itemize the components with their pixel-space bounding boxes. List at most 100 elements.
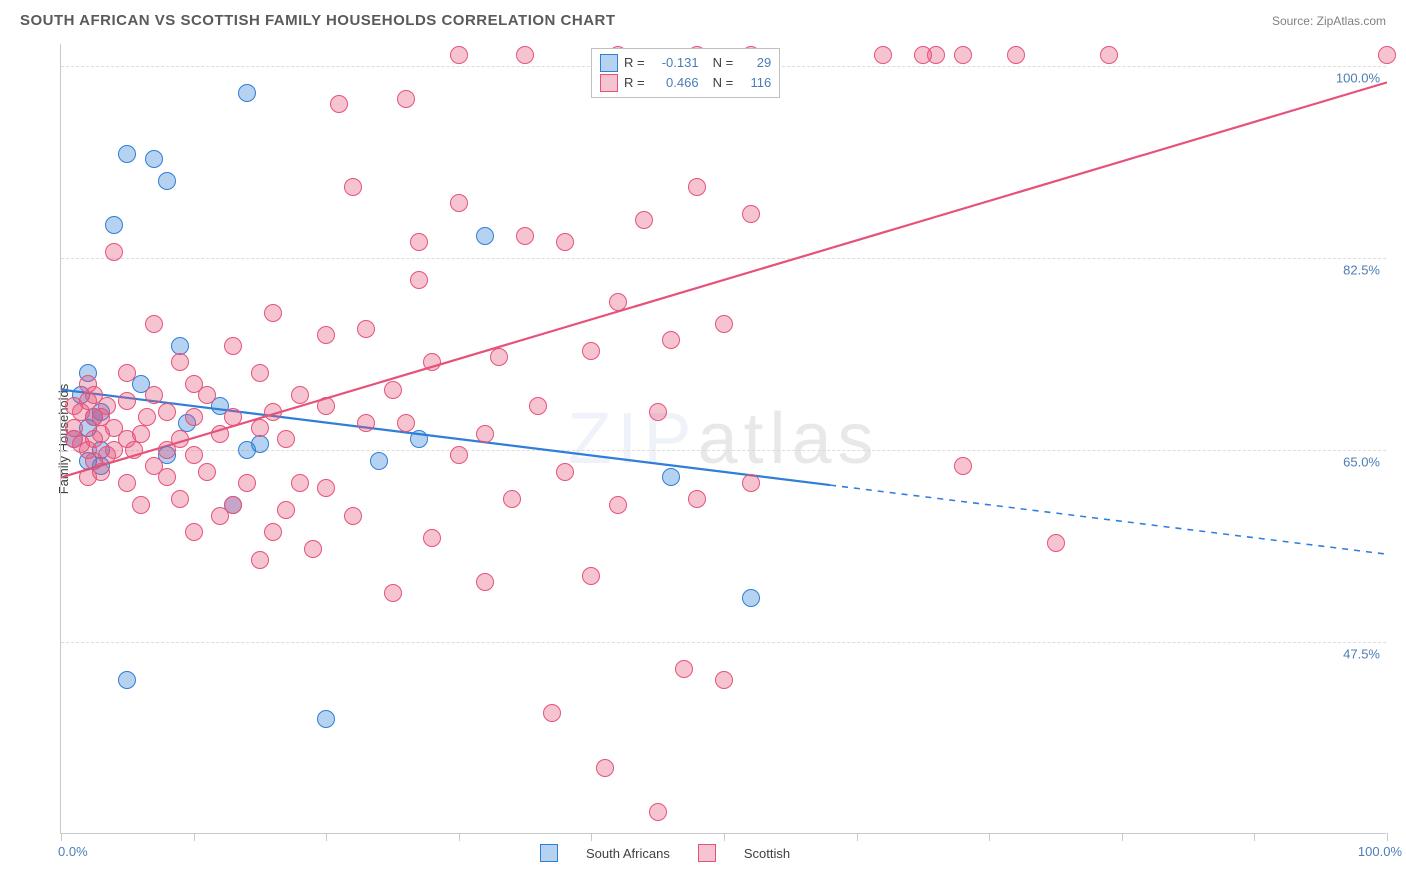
data-point-scottish: [543, 704, 561, 722]
stat-label-n: N =: [713, 53, 734, 73]
legend-swatch-scottish: [698, 844, 716, 862]
data-point-scottish: [596, 759, 614, 777]
data-point-scottish: [138, 408, 156, 426]
stat-label-r: R =: [624, 73, 645, 93]
x-axis-tick: [1254, 833, 1255, 841]
data-point-scottish: [1047, 534, 1065, 552]
data-point-scottish: [158, 468, 176, 486]
data-point-scottish: [675, 660, 693, 678]
data-point-scottish: [264, 304, 282, 322]
data-point-scottish: [185, 446, 203, 464]
x-axis-tick: [591, 833, 592, 841]
data-point-scottish: [238, 474, 256, 492]
data-point-scottish: [503, 490, 521, 508]
data-point-scottish: [423, 529, 441, 547]
data-point-scottish: [344, 178, 362, 196]
data-point-scottish: [1007, 46, 1025, 64]
data-point-scottish: [874, 46, 892, 64]
data-point-scottish: [317, 326, 335, 344]
data-point-scottish: [158, 403, 176, 421]
stats-legend: R = -0.131 N =29R =0.466N =116: [591, 48, 780, 98]
data-point-scottish: [649, 403, 667, 421]
data-point-south_africans: [118, 145, 136, 163]
data-point-scottish: [118, 392, 136, 410]
data-point-south_africans: [238, 84, 256, 102]
data-point-scottish: [224, 496, 242, 514]
data-point-scottish: [145, 386, 163, 404]
data-point-scottish: [291, 386, 309, 404]
x-axis-tick: [989, 833, 990, 841]
data-point-scottish: [224, 408, 242, 426]
data-point-scottish: [742, 205, 760, 223]
source-prefix: Source:: [1272, 14, 1317, 28]
plot-area: ZIPatlas 47.5%65.0%82.5%100.0%R =-0.131N…: [60, 44, 1386, 834]
x-axis-tick: [1122, 833, 1123, 841]
x-axis-tick-label-max: 100.0%: [1358, 844, 1402, 859]
data-point-scottish: [556, 463, 574, 481]
source-attribution: Source: ZipAtlas.com: [1272, 14, 1386, 28]
data-point-scottish: [715, 671, 733, 689]
data-point-scottish: [476, 425, 494, 443]
series-legend: South Africans Scottish: [540, 844, 790, 862]
data-point-scottish: [582, 342, 600, 360]
data-point-scottish: [264, 523, 282, 541]
legend-label-south-africans: South Africans: [586, 846, 670, 861]
data-point-scottish: [688, 490, 706, 508]
data-point-scottish: [397, 414, 415, 432]
data-point-scottish: [450, 46, 468, 64]
data-point-scottish: [556, 233, 574, 251]
stat-value-n-south_africans: 29: [739, 53, 771, 73]
data-point-scottish: [450, 194, 468, 212]
data-point-scottish: [516, 46, 534, 64]
data-point-scottish: [92, 463, 110, 481]
data-point-scottish: [171, 490, 189, 508]
data-point-scottish: [410, 271, 428, 289]
data-point-scottish: [954, 457, 972, 475]
data-point-scottish: [185, 523, 203, 541]
data-point-scottish: [251, 419, 269, 437]
data-point-scottish: [715, 315, 733, 333]
data-point-scottish: [65, 419, 83, 437]
x-axis-tick: [326, 833, 327, 841]
data-point-scottish: [410, 233, 428, 251]
data-point-scottish: [688, 178, 706, 196]
data-point-scottish: [145, 315, 163, 333]
chart-title: SOUTH AFRICAN VS SCOTTISH FAMILY HOUSEHO…: [20, 12, 616, 29]
data-point-scottish: [384, 584, 402, 602]
data-point-scottish: [516, 227, 534, 245]
stat-value-r-south_africans: -0.131: [651, 53, 699, 73]
x-axis-tick: [857, 833, 858, 841]
data-point-south_africans: [662, 468, 680, 486]
x-axis-tick: [459, 833, 460, 841]
data-point-scottish: [742, 474, 760, 492]
stats-row-scottish: R =0.466N =116: [600, 73, 771, 93]
data-point-south_africans: [158, 172, 176, 190]
data-point-south_africans: [118, 671, 136, 689]
data-point-scottish: [609, 496, 627, 514]
data-point-scottish: [304, 540, 322, 558]
data-point-scottish: [132, 425, 150, 443]
data-point-scottish: [211, 425, 229, 443]
data-point-scottish: [198, 463, 216, 481]
legend-label-scottish: Scottish: [744, 846, 790, 861]
data-point-south_africans: [410, 430, 428, 448]
data-point-scottish: [251, 551, 269, 569]
x-axis-tick: [724, 833, 725, 841]
data-point-scottish: [609, 293, 627, 311]
data-point-scottish: [118, 364, 136, 382]
data-point-scottish: [224, 337, 242, 355]
data-point-scottish: [397, 90, 415, 108]
data-point-scottish: [635, 211, 653, 229]
data-point-scottish: [171, 430, 189, 448]
data-point-scottish: [277, 430, 295, 448]
plot-container: Family Households ZIPatlas 47.5%65.0%82.…: [0, 44, 1406, 864]
stats-swatch-south_africans: [600, 54, 618, 72]
data-point-scottish: [264, 403, 282, 421]
chart-header: SOUTH AFRICAN VS SCOTTISH FAMILY HOUSEHO…: [20, 12, 1386, 42]
data-point-scottish: [649, 803, 667, 821]
data-point-south_africans: [317, 710, 335, 728]
data-point-scottish: [450, 446, 468, 464]
data-point-south_africans: [145, 150, 163, 168]
data-point-scottish: [1100, 46, 1118, 64]
data-point-scottish: [1378, 46, 1396, 64]
